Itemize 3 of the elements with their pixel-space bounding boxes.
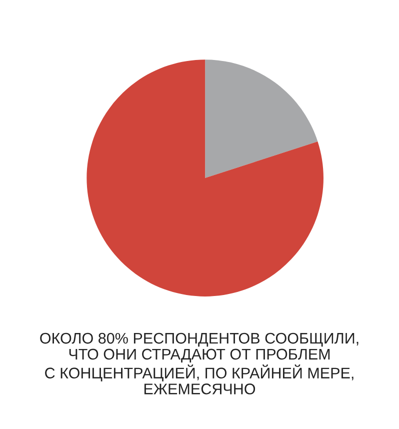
pie-slice xyxy=(205,60,318,178)
pie-slice xyxy=(86,60,324,296)
text: ОКОЛО 80% РЕСПОНДЕНТОВ СООБЩИЛИ, ЧТО ОНИ СТРАДАЮТ ОТ ПРОБЛЕМ С КОНЦЕНТРАЦИЕЙ, ПО КРАЙНЕЙ МЕРЕ, ЕЖЕМЕСЯЧНО xyxy=(40,332,358,394)
